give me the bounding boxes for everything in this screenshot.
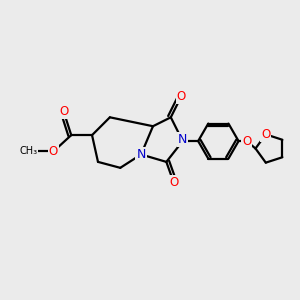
- Text: O: O: [59, 106, 68, 118]
- Text: O: O: [177, 90, 186, 103]
- Text: N: N: [136, 148, 146, 161]
- Text: O: O: [49, 145, 58, 158]
- Text: O: O: [169, 176, 178, 189]
- Text: CH₃: CH₃: [19, 146, 37, 157]
- Text: N: N: [178, 133, 188, 146]
- Text: O: O: [261, 128, 270, 141]
- Text: O: O: [242, 135, 251, 148]
